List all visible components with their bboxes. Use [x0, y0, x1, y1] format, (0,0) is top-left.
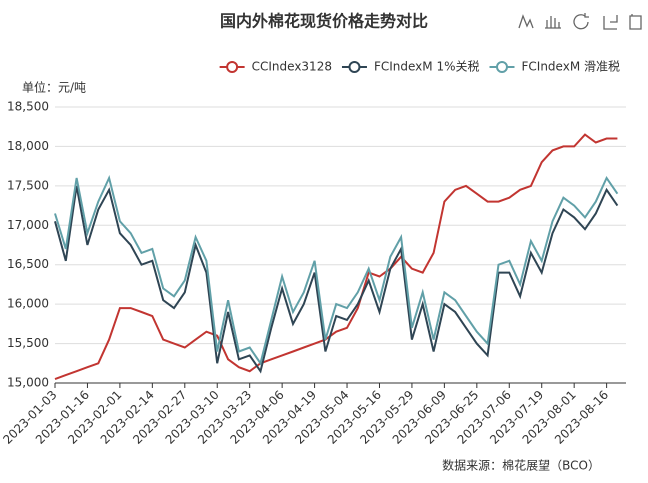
legend-label: CCIndex3128: [252, 60, 332, 74]
y-tick-label: 17,000: [7, 218, 49, 232]
legend-marker: [496, 61, 508, 73]
y-tick-label: 15,500: [7, 336, 49, 350]
y-tick-label: 18,500: [7, 100, 49, 114]
y-tick-label: 16,500: [7, 257, 49, 271]
y-tick-label: 15,000: [7, 376, 49, 390]
legend-label: FCIndexM 1%关税: [374, 60, 480, 74]
toolbox: [518, 13, 642, 30]
line-icon[interactable]: [518, 14, 534, 29]
legend-marker: [348, 61, 361, 73]
series-line: [54, 174, 619, 366]
chart-title: 国内外棉花现货价格走势对比: [220, 12, 428, 31]
y-tick-label: 18,000: [7, 139, 49, 153]
stack-icon[interactable]: [603, 15, 618, 30]
series-line: [54, 133, 618, 381]
series-line: [54, 185, 619, 374]
source-note: 数据来源：棉花展望（BCO）: [442, 458, 600, 473]
restore-icon[interactable]: [573, 13, 589, 30]
y-axis-label: 单位：元/吨: [22, 80, 86, 95]
y-tick-label: 16,000: [7, 297, 49, 311]
legend-label: FCIndexM 滑准税: [522, 60, 621, 74]
save-icon[interactable]: [629, 14, 642, 30]
legend-marker: [226, 61, 239, 73]
bar-icon[interactable]: [545, 16, 561, 29]
y-tick-label: 17,500: [7, 178, 49, 192]
